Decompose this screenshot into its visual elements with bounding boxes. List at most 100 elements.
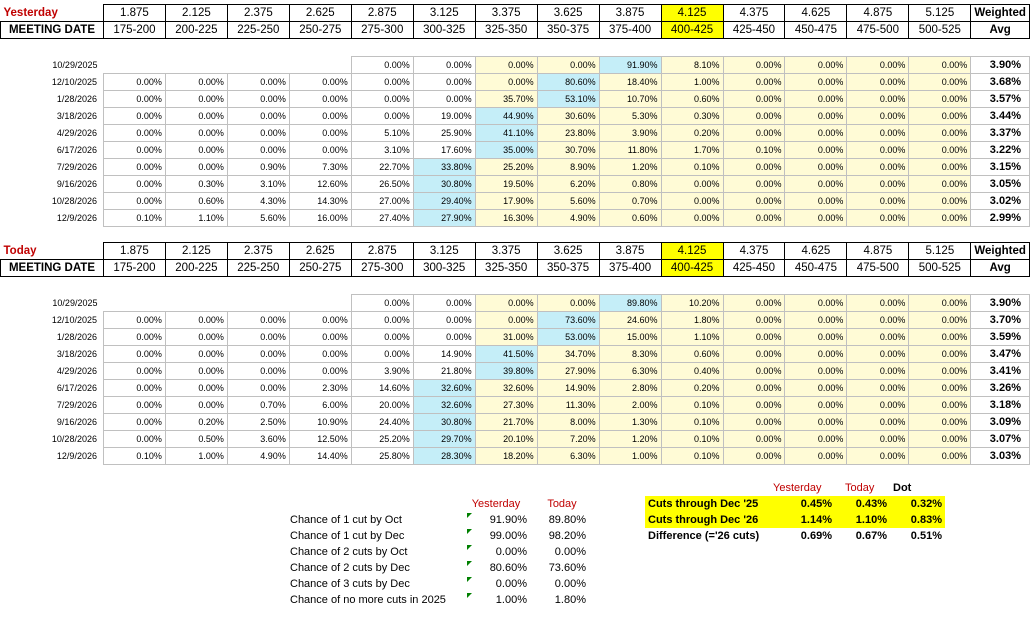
probability-cell: 32.60%: [474, 379, 538, 397]
probability-cell: 26.50%: [350, 175, 414, 193]
comment-marker-icon: [467, 561, 472, 566]
probability-cell: 0.00%: [102, 413, 166, 431]
weighted-avg-cell: 3.09%: [970, 413, 1030, 431]
meeting-date: 12/9/2026: [56, 451, 97, 461]
probability-cell: 0.00%: [102, 430, 166, 448]
cuts-yesterday-value: 0.69%: [800, 530, 832, 542]
probability-cell: 0.70%: [226, 396, 290, 414]
probability-cell: 0.00%: [846, 362, 910, 380]
probability-cell: 10.90%: [288, 413, 352, 431]
comment-marker-icon: [467, 593, 472, 598]
weighted-avg-cell: 3.26%: [970, 379, 1030, 397]
chance-row: Chance of 1 cut by Dec 99.00% 98.20%: [290, 528, 590, 544]
meeting-date: 10/28/2026: [51, 196, 97, 206]
probability-cell: 0.00%: [226, 311, 290, 329]
probability-cell: 2.30%: [288, 379, 352, 397]
weighted-avg-cell: 3.90%: [970, 294, 1030, 312]
meeting-date: 12/10/2025: [51, 77, 97, 87]
weighted-avg-cell: 3.59%: [970, 328, 1030, 346]
probability-cell: 34.70%: [536, 345, 600, 363]
chance-today-value: 73.60%: [548, 562, 586, 574]
rate-header: 2.875: [350, 4, 414, 22]
weighted-header: Weighted: [970, 242, 1030, 260]
cuts-today-header: Today: [845, 482, 875, 494]
cuts-yesterday-value: 0.45%: [800, 498, 832, 510]
table-row: 12/10/2025 0.00% 0.00% 0.00% 0.00% 0.00% 0.00%…: [1, 311, 1030, 329]
weighted-avg-cell: 3.44%: [970, 107, 1030, 125]
probability-cell: 0.00%: [164, 141, 228, 159]
probability-cell: 1.20%: [598, 158, 662, 176]
meeting-date: 9/16/2026: [56, 179, 97, 189]
probability-cell: [227, 295, 289, 312]
probability-cell: 0.20%: [660, 379, 724, 397]
meeting-date: 6/17/2026: [56, 383, 97, 393]
probability-cell: 80.60%: [536, 73, 600, 91]
chance-label: Chance of 2 cuts by Dec: [290, 562, 410, 574]
probability-cell: 0.00%: [102, 192, 166, 210]
comment-marker-icon: [467, 513, 472, 518]
range-header: 475-500: [846, 21, 910, 39]
today-probability-table: Today 1.875 2.125 2.375 2.625 2.875 3.125 3.375…: [0, 242, 1030, 465]
probability-cell: 0.00%: [722, 328, 786, 346]
probability-cell: 0.00%: [660, 175, 724, 193]
probability-cell: 0.00%: [784, 379, 848, 397]
rate-header: 4.625: [784, 242, 848, 260]
probability-cell: 0.10%: [660, 396, 724, 414]
probability-cell: 25.90%: [412, 124, 476, 142]
rate-header: 2.375: [226, 242, 290, 260]
rate-header: 3.125: [412, 242, 476, 260]
probability-cell: 39.80%: [474, 362, 538, 380]
chance-label: Chance of 2 cuts by Oct: [290, 546, 408, 558]
probability-cell: 0.00%: [226, 328, 290, 346]
probability-cell: 0.00%: [288, 90, 352, 108]
cuts-label: Cuts through Dec '25: [645, 496, 765, 512]
probability-cell: 0.00%: [536, 294, 600, 312]
probability-cell: 0.00%: [784, 124, 848, 142]
probability-cell: 0.00%: [784, 311, 848, 329]
probability-cell: [227, 57, 289, 74]
probability-cell: 21.70%: [474, 413, 538, 431]
probability-cell: 35.70%: [474, 90, 538, 108]
probability-cell: 0.00%: [908, 175, 972, 193]
probability-cell: 20.10%: [474, 430, 538, 448]
chance-label: Chance of no more cuts in 2025: [290, 594, 446, 606]
probability-cell: 3.90%: [350, 362, 414, 380]
probability-cell: 0.00%: [784, 209, 848, 227]
probability-cell: 0.00%: [908, 294, 972, 312]
probability-cell: 0.00%: [226, 73, 290, 91]
probability-cell: 0.00%: [722, 396, 786, 414]
cuts-yesterday-header: Yesterday: [773, 482, 822, 494]
probability-cell: 0.60%: [660, 90, 724, 108]
meeting-date: 7/29/2026: [56, 162, 97, 172]
probability-cell: 0.00%: [722, 294, 786, 312]
probability-cell: 0.00%: [784, 345, 848, 363]
probability-cell: 24.40%: [350, 413, 414, 431]
chance-row: Chance of 2 cuts by Oct 0.00% 0.00%: [290, 544, 590, 560]
meeting-date: 10/29/2025: [52, 298, 98, 308]
range-header: 200-225: [164, 21, 228, 39]
probability-cell: 0.00%: [474, 56, 538, 74]
probability-cell: 53.00%: [536, 328, 600, 346]
probability-cell: 14.90%: [536, 379, 600, 397]
rate-header: 1.875: [102, 242, 166, 260]
chance-row: Chance of 1 cut by Oct 91.90% 89.80%: [290, 512, 590, 528]
meeting-date: 7/29/2026: [56, 400, 97, 410]
table-row: 6/17/2026 0.00% 0.00% 0.00% 2.30% 14.60% 32.60…: [1, 379, 1030, 397]
probability-cell: 0.00%: [226, 362, 290, 380]
chance-row: Chance of 3 cuts by Dec 0.00% 0.00%: [290, 576, 590, 592]
chance-row: Chance of 2 cuts by Dec 80.60% 73.60%: [290, 560, 590, 576]
probability-cell: 3.60%: [226, 430, 290, 448]
probability-cell: 31.00%: [474, 328, 538, 346]
table-row: 10/28/2026 0.00% 0.50% 3.60% 12.50% 25.20% 29.…: [1, 430, 1030, 448]
probability-cell: 3.10%: [350, 141, 414, 159]
probability-cell: 27.00%: [350, 192, 414, 210]
comment-marker-icon: [467, 577, 472, 582]
probability-cell: 0.40%: [660, 362, 724, 380]
probability-cell: 0.00%: [288, 107, 352, 125]
probability-cell: 0.00%: [846, 124, 910, 142]
probability-cell: 25.80%: [350, 447, 414, 465]
probability-cell: 8.00%: [536, 413, 600, 431]
probability-cell: 0.00%: [102, 362, 166, 380]
probability-cell: 11.30%: [536, 396, 600, 414]
table-row: 4/29/2026 0.00% 0.00% 0.00% 0.00% 3.90% 21.80%…: [1, 362, 1030, 380]
